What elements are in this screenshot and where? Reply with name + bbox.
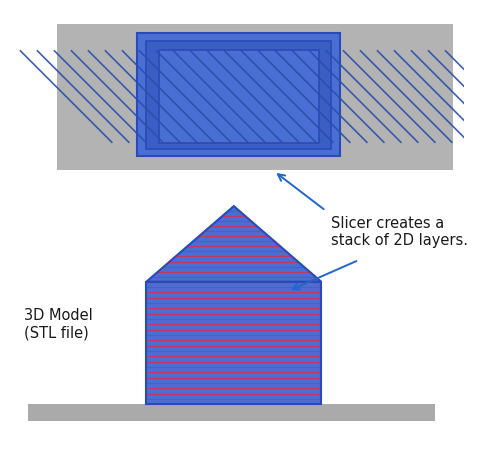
Bar xyxy=(146,282,321,405)
Polygon shape xyxy=(146,206,321,282)
Bar xyxy=(159,50,319,143)
Bar xyxy=(28,405,435,422)
Text: Slicer creates a
stack of 2D layers.: Slicer creates a stack of 2D layers. xyxy=(330,216,467,248)
Bar xyxy=(56,24,453,170)
Bar xyxy=(159,50,319,143)
Bar xyxy=(146,41,330,149)
Text: 3D Model
(STL file): 3D Model (STL file) xyxy=(24,308,92,341)
Bar xyxy=(146,282,321,405)
Bar xyxy=(137,33,340,156)
